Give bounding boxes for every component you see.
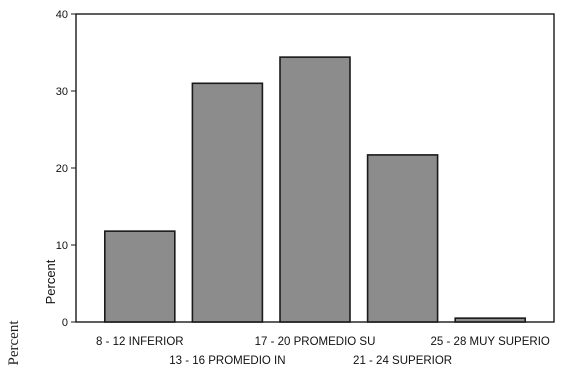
x-category-label-5: 25 - 28 MUY SUPERIO [431, 336, 550, 348]
bar-3 [279, 56, 351, 323]
bars [104, 56, 527, 323]
y-tick-label: 0 [62, 317, 68, 329]
y-axis-label: Percent [43, 259, 58, 304]
y-tick-label: 10 [56, 240, 68, 252]
y-tick-label: 20 [56, 163, 68, 175]
outer-page-label: Percent [6, 320, 22, 366]
y-tick-label: 40 [56, 9, 68, 21]
bar-2 [191, 82, 264, 323]
x-category-label-4: 21 - 24 SUPERIOR [353, 355, 452, 367]
x-axis-category-labels: 8 - 12 INFERIOR 13 - 16 PROMEDIO IN 17 - 2… [96, 336, 550, 367]
bar-5 [454, 317, 527, 323]
bar-1 [104, 230, 176, 323]
x-category-label-2: 13 - 16 PROMEDIO IN [169, 355, 285, 367]
x-category-label-3: 17 - 20 PROMEDIO SU [255, 336, 376, 348]
y-axis-ticks: 0 10 20 30 40 [56, 9, 76, 329]
y-tick-label: 30 [56, 86, 68, 98]
x-category-label-1: 8 - 12 INFERIOR [96, 336, 184, 348]
bar-4 [366, 154, 439, 323]
